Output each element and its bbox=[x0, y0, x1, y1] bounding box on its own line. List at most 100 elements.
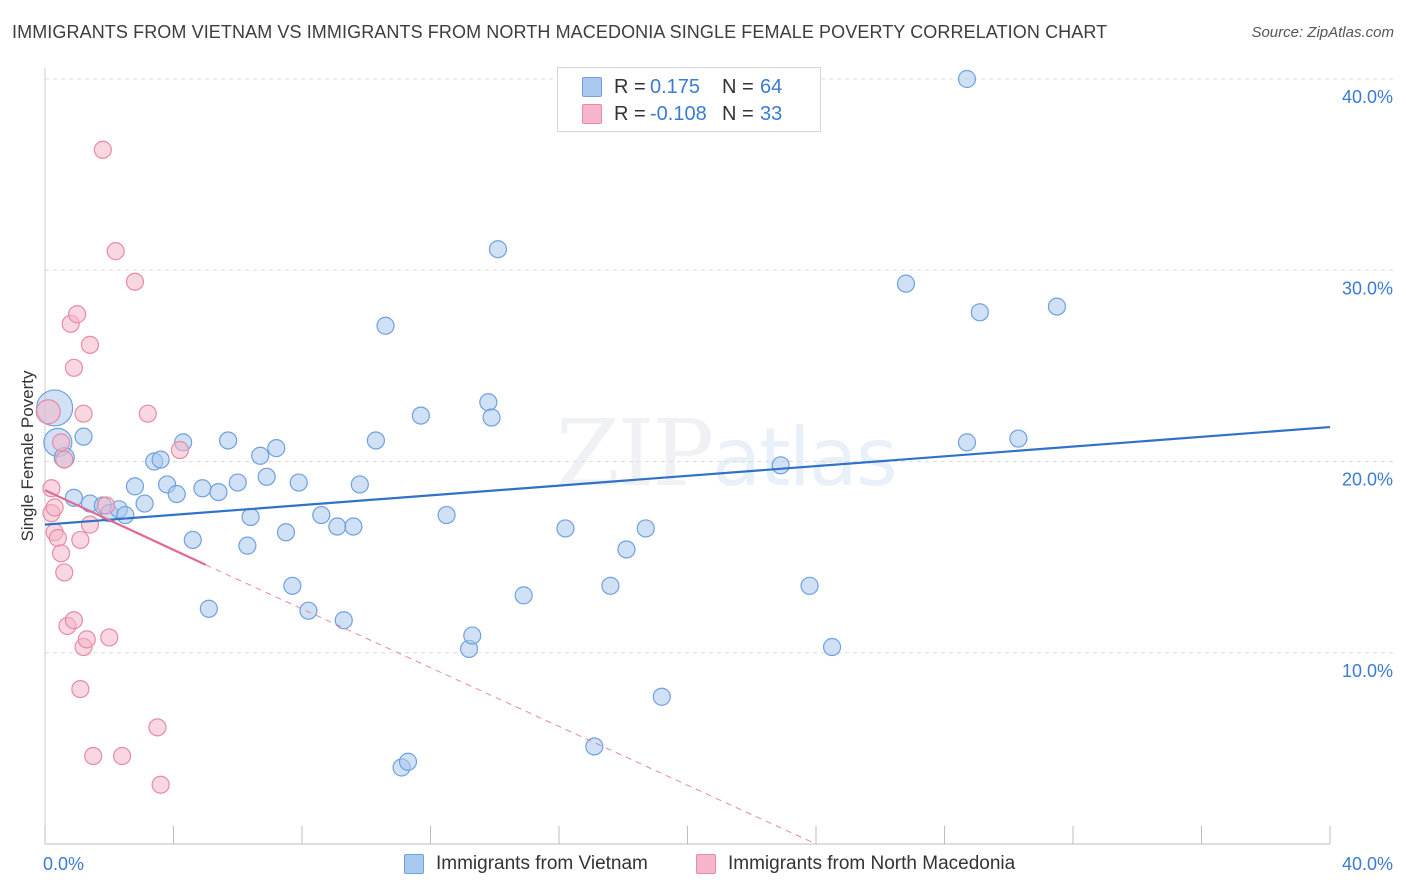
vietnam-point bbox=[514, 586, 533, 605]
stats-r-label: R = bbox=[614, 102, 646, 125]
vietnam-point bbox=[289, 473, 308, 492]
north-macedonia-point bbox=[84, 746, 103, 766]
vietnam-point bbox=[771, 456, 790, 475]
north-macedonia-trend-line bbox=[44, 489, 207, 566]
north-macedonia-point bbox=[93, 140, 112, 159]
vietnam-point bbox=[398, 752, 418, 771]
vietnam-point bbox=[344, 517, 363, 536]
stats-box: R = 0.175 N = 64 R = -0.108 N = 33 bbox=[557, 67, 821, 132]
vietnam-point bbox=[241, 507, 260, 527]
north-macedonia-point bbox=[125, 272, 145, 291]
stats-n-label: N = bbox=[722, 102, 754, 125]
vietnam-point bbox=[463, 626, 482, 645]
vietnam-point bbox=[209, 483, 228, 502]
vietnam-point bbox=[276, 523, 296, 542]
legend-label-vietnam: Immigrants from Vietnam bbox=[436, 853, 648, 874]
vietnam-point bbox=[350, 475, 369, 494]
vietnam-point bbox=[183, 530, 202, 550]
stats-row-north-macedonia: R = -0.108 N = 33 bbox=[582, 101, 782, 127]
vietnam-point bbox=[135, 494, 154, 513]
north-macedonia-point bbox=[100, 628, 119, 647]
north-macedonia-point bbox=[151, 775, 170, 794]
y-tick-label: 20.0% bbox=[1342, 470, 1393, 490]
north-macedonia-point bbox=[64, 358, 84, 377]
north-macedonia-point bbox=[106, 242, 125, 261]
vietnam-point bbox=[652, 687, 671, 706]
north-macedonia-point bbox=[35, 399, 61, 425]
watermark-zip: ZIP bbox=[556, 400, 714, 507]
legend-swatch-vietnam bbox=[404, 854, 424, 874]
north-macedonia-point bbox=[80, 335, 100, 354]
legend-item-vietnam[interactable]: Immigrants from Vietnam bbox=[404, 852, 648, 876]
vietnam-point bbox=[74, 427, 93, 446]
north-macedonia-point bbox=[55, 563, 74, 582]
north-macedonia-point bbox=[148, 718, 167, 737]
vietnam-point bbox=[267, 439, 286, 458]
vietnam-point bbox=[328, 517, 347, 536]
north-macedonia-point bbox=[45, 498, 64, 517]
north-macedonia-point bbox=[138, 404, 157, 423]
stats-r-label: R = bbox=[614, 75, 646, 98]
north-macedonia-point bbox=[48, 528, 67, 548]
vietnam-point bbox=[822, 637, 842, 657]
vietnam-point bbox=[199, 599, 218, 618]
north-macedonia-point bbox=[55, 450, 74, 469]
north-macedonia-point bbox=[80, 515, 100, 534]
vietnam-point bbox=[251, 446, 270, 465]
vietnam-point bbox=[283, 576, 302, 595]
north-macedonia-point bbox=[51, 433, 71, 452]
x-tick-label: 0.0% bbox=[43, 854, 84, 874]
vietnam-point bbox=[957, 69, 977, 89]
vietnam-point bbox=[896, 274, 916, 293]
north-macedonia-point bbox=[71, 530, 90, 550]
vietnam-point bbox=[488, 240, 508, 259]
vietnam-trend-line bbox=[44, 425, 1331, 526]
vietnam-point bbox=[1047, 297, 1067, 316]
legend-item-north-macedonia[interactable]: Immigrants from North Macedonia bbox=[696, 852, 1015, 876]
vietnam-point bbox=[238, 536, 257, 555]
vietnam-point bbox=[299, 601, 318, 620]
stats-r-value: -0.108 bbox=[650, 102, 707, 125]
north-macedonia-point bbox=[64, 611, 84, 630]
stats-r-value: 0.175 bbox=[650, 75, 701, 98]
vietnam-point bbox=[151, 450, 170, 469]
vietnam-point bbox=[125, 477, 145, 496]
y-tick-label: 10.0% bbox=[1342, 661, 1393, 681]
vietnam-point bbox=[800, 576, 819, 595]
vietnam-point bbox=[636, 519, 655, 538]
stats-n-label: N = bbox=[722, 75, 754, 98]
north-macedonia-point bbox=[112, 746, 132, 766]
north-macedonia-point bbox=[42, 479, 61, 498]
vietnam-point bbox=[601, 576, 620, 595]
vietnam-point bbox=[219, 431, 238, 450]
stats-swatch-vietnam bbox=[582, 77, 602, 97]
north-macedonia-point bbox=[96, 496, 116, 515]
north-macedonia-trend-line-extension bbox=[205, 564, 817, 845]
north-macedonia-point bbox=[51, 544, 71, 563]
vietnam-point bbox=[228, 473, 247, 492]
stats-row-vietnam: R = 0.175 N = 64 bbox=[582, 74, 782, 100]
watermark: ZIPatlas bbox=[556, 400, 898, 507]
vietnam-point bbox=[957, 433, 977, 452]
vietnam-point bbox=[1009, 429, 1028, 448]
north-macedonia-point bbox=[74, 404, 93, 423]
stats-swatch-north-macedonia bbox=[582, 104, 602, 124]
vietnam-point bbox=[617, 540, 636, 559]
vietnam-point bbox=[556, 519, 575, 538]
vietnam-point bbox=[366, 431, 385, 450]
vietnam-point bbox=[116, 505, 135, 525]
north-macedonia-point bbox=[170, 440, 190, 460]
north-macedonia-point bbox=[68, 305, 87, 324]
vietnam-point bbox=[257, 467, 276, 486]
stats-n-value: 64 bbox=[760, 75, 783, 98]
x-tick-label: 40.0% bbox=[1342, 854, 1393, 874]
vietnam-point bbox=[334, 611, 353, 630]
stats-n-value: 33 bbox=[760, 102, 783, 125]
vietnam-point bbox=[970, 303, 989, 322]
y-tick-label: 30.0% bbox=[1342, 278, 1393, 298]
vietnam-point bbox=[479, 393, 498, 412]
source-credit: Source: ZipAtlas.com bbox=[1251, 24, 1394, 41]
legend-swatch-north-macedonia bbox=[696, 854, 716, 874]
vietnam-point bbox=[411, 406, 430, 425]
